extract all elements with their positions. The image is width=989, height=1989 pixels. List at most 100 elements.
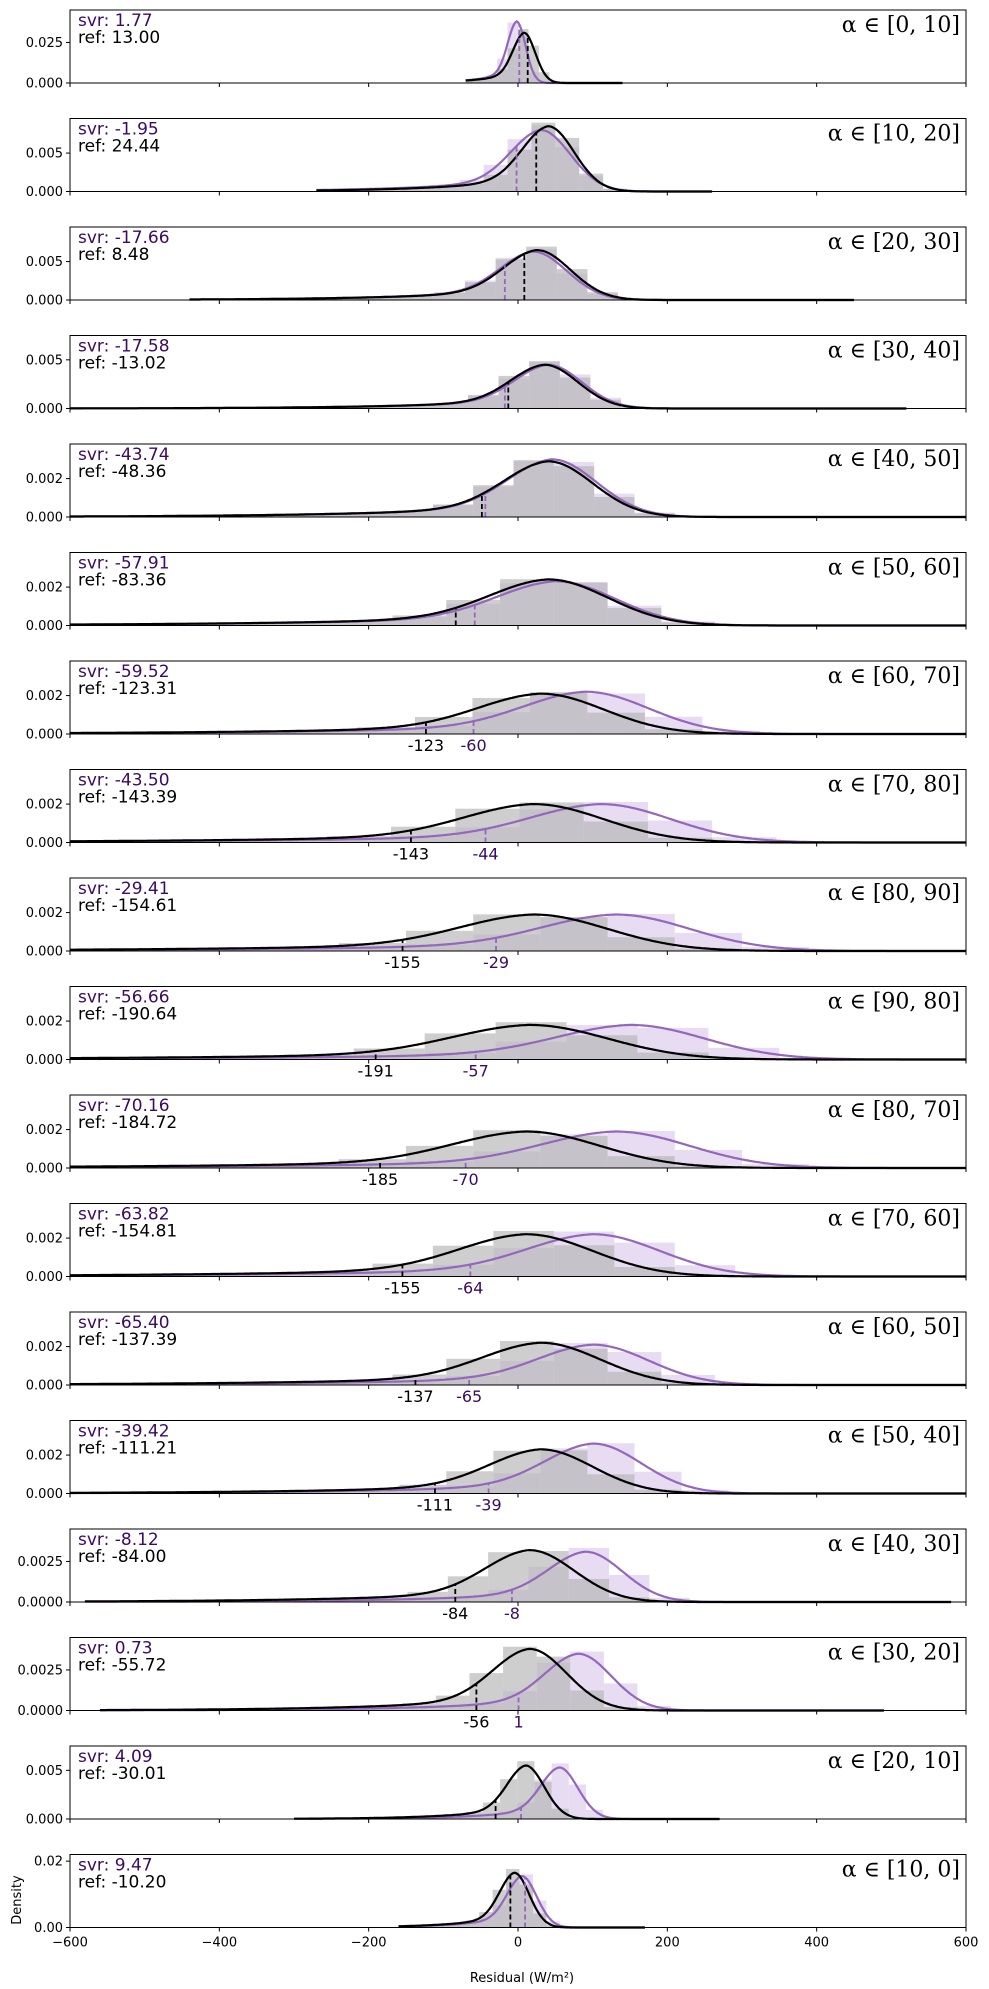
ref-stat-text: ref: 13.00	[78, 28, 160, 48]
svr-hist-bar	[702, 730, 760, 734]
ref-hist-bar	[459, 183, 484, 192]
ref-hist-bar	[495, 1022, 567, 1060]
y-tick-label: 0.000	[26, 728, 63, 743]
svr-stat-text: svr: -8.12	[78, 1530, 159, 1550]
y-tick-label: 0.002	[26, 798, 63, 813]
x-tick-label: −600	[52, 1936, 88, 1951]
ref-hist-bar	[551, 1808, 569, 1819]
y-tick-label: 0.000	[26, 511, 63, 526]
ref-hist-bar	[497, 69, 508, 83]
svr-stat-text: svr: -29.41	[78, 879, 170, 899]
ref-hist-bar	[570, 1690, 604, 1711]
ref-hist-bar	[614, 1267, 675, 1277]
svr-stat-text: svr: -57.91	[78, 554, 170, 574]
y-tick-label: 0.000	[26, 1270, 63, 1285]
svr-median-label: -57	[463, 1062, 489, 1081]
ref-median-label: -185	[362, 1170, 398, 1189]
ref-hist-bar	[392, 510, 433, 517]
ref-hist-bar	[568, 1578, 610, 1602]
ref-hist-bar	[506, 1869, 520, 1928]
svr-hist-bar	[546, 1921, 560, 1928]
ref-hist-bar	[517, 1761, 535, 1819]
ref-hist-bar	[609, 1597, 650, 1602]
ref-median-label: -84	[442, 1604, 468, 1623]
ref-hist-bar	[519, 802, 584, 843]
ref-hist-bar	[352, 512, 393, 517]
ref-hist-bar	[579, 173, 604, 192]
y-tick-label: 0.005	[26, 1764, 63, 1779]
y-tick-label: 0.005	[26, 255, 63, 270]
alpha-range-label: α ∈ [60, 70]	[828, 664, 960, 689]
y-tick-label: 0.005	[26, 353, 63, 368]
svr-stat-text: svr: -1.95	[78, 120, 159, 140]
ref-hist-bar	[476, 78, 487, 83]
y-tick-label: 0.000	[26, 1813, 63, 1828]
y-tick-label: 0.000	[26, 1379, 63, 1394]
ref-median-label: -191	[357, 1062, 393, 1081]
alpha-range-label: α ∈ [80, 90]	[828, 881, 960, 906]
ref-hist-bar	[536, 1656, 571, 1711]
ref-hist-bar	[392, 1374, 447, 1385]
y-tick-label: 0.002	[26, 1340, 63, 1355]
ref-stat-text: ref: -190.64	[78, 1005, 177, 1025]
y-tick-label: 0.000	[26, 945, 63, 960]
ref-stat-text: ref: 24.44	[78, 137, 160, 157]
ref-hist-bar	[465, 1920, 480, 1928]
ref-hist-bar	[493, 1450, 541, 1494]
ref-hist-bar	[553, 1245, 615, 1277]
svr-stat-text: svr: -17.58	[78, 337, 170, 357]
ref-stat-text: ref: -84.00	[78, 1547, 166, 1567]
svr-hist-bar	[742, 1164, 810, 1168]
svr-median-label: -65	[456, 1387, 482, 1406]
ref-hist-bar	[338, 620, 393, 626]
ref-hist-bar	[674, 948, 742, 951]
ref-hist-bar	[513, 460, 554, 517]
ref-hist-bar	[472, 698, 530, 734]
y-tick-label: 0.000	[26, 294, 63, 309]
y-tick-label: 0.000	[26, 1053, 63, 1068]
alpha-range-label: α ∈ [10, 0]	[842, 1858, 960, 1883]
y-tick-label: 0.002	[26, 1449, 63, 1464]
svr-median-label: -60	[460, 736, 486, 755]
svr-hist-bar	[585, 1809, 604, 1819]
ref-hist-bar	[507, 149, 532, 192]
ref-hist-bar	[529, 692, 588, 734]
ref-hist-bar	[388, 188, 412, 192]
svr-hist-bar	[661, 1374, 716, 1385]
ref-stat-text: ref: -48.36	[78, 462, 166, 482]
y-tick-label: 0.002	[26, 472, 63, 487]
svr-hist-bar	[637, 1705, 672, 1711]
alpha-range-label: α ∈ [30, 40]	[828, 339, 960, 364]
y-tick-label: 0.002	[26, 581, 63, 596]
ref-hist-bar	[590, 399, 622, 409]
svr-stat-text: svr: -43.50	[78, 771, 170, 791]
ref-hist-bar	[661, 622, 716, 626]
ref-hist-bar	[587, 1474, 635, 1494]
svr-stat-text: svr: -43.74	[78, 445, 170, 465]
ref-stat-text: ref: -13.02	[78, 354, 166, 374]
svr-hist-bar	[674, 1149, 742, 1168]
ref-hist-bar	[486, 76, 498, 83]
ref-hist-bar	[583, 821, 648, 843]
svr-stat-text: svr: -65.40	[78, 1313, 170, 1333]
ref-hist-bar	[553, 1348, 608, 1385]
svr-median-label: 1	[513, 1713, 523, 1732]
ref-hist-bar	[528, 45, 539, 83]
ref-stat-text: ref: -154.81	[78, 1222, 177, 1242]
y-tick-label: 0.000	[26, 619, 63, 634]
ref-hist-bar	[285, 621, 339, 626]
ref-hist-bar	[528, 1550, 569, 1602]
ref-stat-text: ref: -30.01	[78, 1764, 166, 1784]
ref-hist-bar	[406, 404, 438, 409]
alpha-range-label: α ∈ [40, 50]	[828, 447, 960, 472]
ref-stat-text: ref: -83.36	[78, 571, 166, 591]
